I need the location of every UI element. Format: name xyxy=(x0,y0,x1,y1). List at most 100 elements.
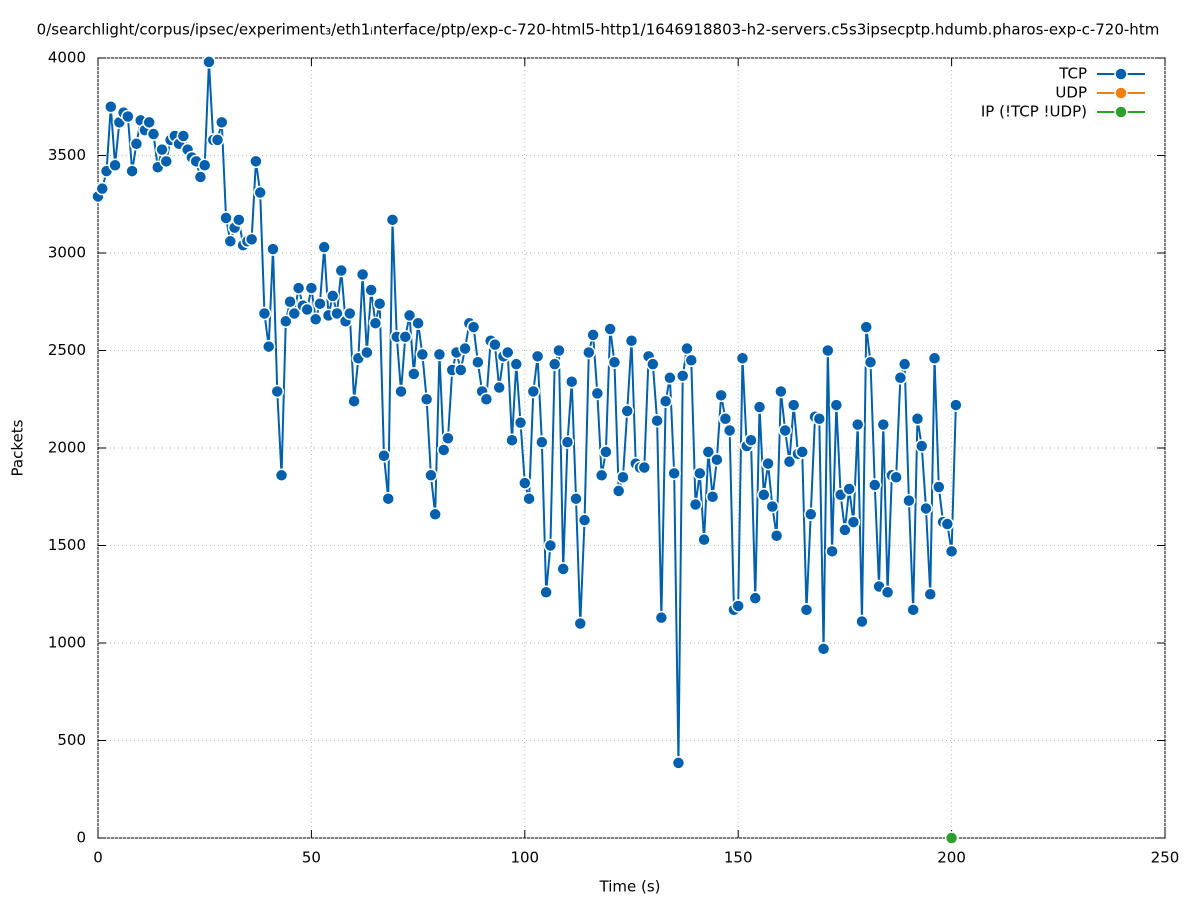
data-point xyxy=(693,466,707,481)
data-point xyxy=(710,452,724,467)
data-point xyxy=(266,242,280,256)
data-point xyxy=(210,133,225,147)
data-point xyxy=(821,343,835,358)
data-point xyxy=(705,490,720,504)
data-point xyxy=(304,281,319,295)
data-point xyxy=(675,369,690,383)
data-point xyxy=(283,295,297,309)
y-tick-label: 4000 xyxy=(48,49,86,67)
data-point xyxy=(569,491,583,506)
data-point xyxy=(121,109,135,124)
data-point xyxy=(95,181,110,196)
legend-label: UDP xyxy=(1055,84,1087,102)
data-point xyxy=(637,460,652,475)
data-point xyxy=(624,334,639,348)
data-point xyxy=(454,363,468,377)
data-point xyxy=(368,316,383,330)
data-point xyxy=(193,170,208,184)
data-point xyxy=(795,445,809,459)
data-point xyxy=(317,240,331,254)
data-point xyxy=(411,316,425,330)
data-point xyxy=(744,433,758,447)
data-point xyxy=(923,587,938,601)
data-point xyxy=(594,468,609,483)
data-point xyxy=(479,392,494,406)
data-point xyxy=(714,388,728,403)
data-point xyxy=(778,423,792,438)
data-point xyxy=(757,488,771,502)
data-point xyxy=(385,213,400,227)
data-point xyxy=(270,384,285,399)
y-tick-label: 3000 xyxy=(48,244,86,262)
data-point xyxy=(889,470,903,484)
x-tick-label: 200 xyxy=(937,849,966,867)
data-point xyxy=(688,497,703,512)
legend-label: TCP xyxy=(1058,65,1087,83)
data-point xyxy=(377,449,391,463)
data-point xyxy=(816,642,831,656)
data-point xyxy=(325,289,340,303)
y-tick-label: 0 xyxy=(76,829,86,847)
x-tick-label: 0 xyxy=(93,849,103,867)
data-point xyxy=(680,341,694,356)
x-tick-label: 100 xyxy=(510,849,539,867)
data-point xyxy=(466,320,481,334)
data-point xyxy=(735,351,750,366)
data-point xyxy=(313,296,327,311)
data-point xyxy=(838,523,852,537)
data-point xyxy=(428,507,442,522)
y-tick-label: 2000 xyxy=(48,439,86,457)
data-point xyxy=(492,380,506,395)
data-point xyxy=(863,355,878,369)
data-point xyxy=(761,456,775,471)
data-point xyxy=(441,431,455,445)
legend-marker xyxy=(1114,105,1128,119)
data-point xyxy=(394,384,408,399)
data-point xyxy=(364,283,378,297)
data-point xyxy=(804,507,818,522)
data-point xyxy=(599,445,613,459)
data-point xyxy=(932,480,946,494)
data-point xyxy=(611,484,626,498)
data-point xyxy=(902,493,916,508)
data-point xyxy=(765,499,780,514)
data-point xyxy=(159,154,174,169)
data-point xyxy=(347,394,361,408)
data-point xyxy=(381,491,395,506)
data-point xyxy=(799,603,814,617)
data-point xyxy=(471,355,485,369)
data-point xyxy=(620,404,634,418)
data-point xyxy=(300,302,314,317)
data-point xyxy=(825,544,839,559)
data-point xyxy=(897,357,912,371)
x-tick-label: 250 xyxy=(1151,849,1180,867)
series-line xyxy=(97,61,957,763)
data-point xyxy=(488,337,502,352)
data-point xyxy=(543,538,558,553)
data-point xyxy=(616,470,630,484)
data-point xyxy=(308,312,323,327)
data-point xyxy=(535,435,549,449)
data-point xyxy=(432,347,447,362)
data-point xyxy=(812,412,827,426)
data-point xyxy=(232,213,246,227)
y-tick-label: 500 xyxy=(57,731,86,749)
data-point xyxy=(748,591,763,605)
data-point xyxy=(876,417,891,432)
data-point xyxy=(197,158,212,172)
data-point xyxy=(914,439,929,453)
data-point xyxy=(556,562,570,576)
data-point xyxy=(722,423,737,438)
data-point xyxy=(402,308,417,323)
data-point xyxy=(291,281,306,295)
data-point xyxy=(355,267,370,282)
data-point xyxy=(769,529,784,543)
data-point xyxy=(868,478,882,492)
data-point xyxy=(522,491,536,506)
data-point xyxy=(880,585,895,600)
data-point xyxy=(603,322,617,336)
data-point xyxy=(782,454,797,469)
data-point xyxy=(104,100,118,114)
data-point xyxy=(547,357,562,371)
